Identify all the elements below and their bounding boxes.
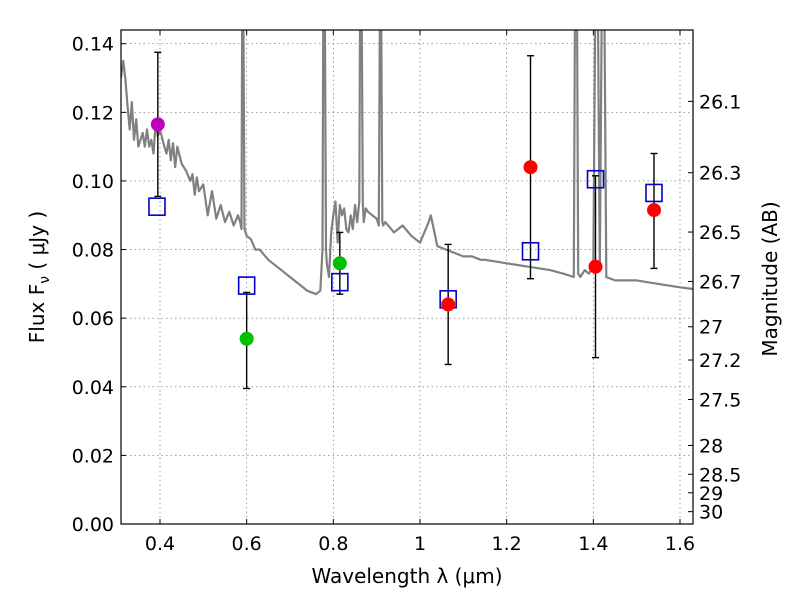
magnitude-tick-label: 27.2 <box>699 350 741 372</box>
spectrum-line <box>121 30 693 296</box>
y-tick-label: 0.12 <box>72 102 114 124</box>
observed-photometry-point <box>588 259 603 274</box>
x-tick-label: 0.4 <box>145 533 175 555</box>
x-tick-label: 1.2 <box>492 533 522 555</box>
y-axis-label: Flux Fν ( μJy ) <box>25 211 53 343</box>
y-tick-label: 0.14 <box>72 34 114 56</box>
model-photometry-square <box>148 197 166 216</box>
x-axis-label: Wavelength λ (μm) <box>311 564 502 588</box>
x-tick-label: 1 <box>414 533 426 555</box>
y-tick-label: 0.00 <box>72 514 114 536</box>
plot-frame <box>120 29 694 525</box>
magnitude-tick-label: 28.5 <box>699 464 741 486</box>
y-axis-label-unit: ( μJy ) <box>25 211 49 276</box>
x-tick-label: 1.4 <box>578 533 608 555</box>
magnitude-tick-label: 26.5 <box>699 222 741 244</box>
model-photometry-square <box>237 276 256 295</box>
x-tick-label: 0.6 <box>232 533 262 555</box>
y-tick-label: 0.10 <box>72 171 114 193</box>
magnitude-tick-label: 26.7 <box>699 271 741 293</box>
y-axis-label-main: Flux F <box>25 284 49 343</box>
observed-photometry-point <box>332 256 347 271</box>
observed-photometry-markers <box>150 117 661 346</box>
magnitude-tick-label: 27.5 <box>699 389 741 411</box>
observed-photometry-point <box>647 203 661 218</box>
magnitude-tick-label: 26.1 <box>699 91 741 113</box>
x-tick-label: 0.8 <box>318 533 348 555</box>
magnitude-tick-label: 27 <box>699 317 723 339</box>
observed-photometry-point <box>523 160 538 175</box>
observed-photometry-point <box>441 297 456 312</box>
magnitude-tick-label: 29 <box>699 483 723 505</box>
magnitude-tick-label: 28 <box>699 435 723 457</box>
magnitude-axis-label: Magnitude (AB) <box>758 201 782 356</box>
y-tick-label: 0.04 <box>72 377 114 399</box>
model-photometry-square <box>331 272 349 292</box>
magnitude-tick-label: 30 <box>699 502 723 524</box>
model-photometry-markers <box>148 169 663 309</box>
x-axis-ticks: 0.4 0.6 0.8 1 1.2 1.4 1.6 <box>145 30 695 555</box>
x-tick-label: 1.6 <box>665 533 695 555</box>
y-tick-label: 0.02 <box>72 445 114 467</box>
model-photometry-square <box>521 241 540 261</box>
y-tick-label: 0.06 <box>72 308 114 330</box>
model-photometry-square <box>586 169 605 189</box>
spectrum-layer <box>121 30 693 296</box>
model-photometry-square <box>645 183 663 203</box>
observed-photometry-point <box>150 117 165 132</box>
y-tick-label: 0.08 <box>72 240 114 262</box>
observed-photometry-point <box>239 331 254 346</box>
magnitude-tick-label: 26.3 <box>699 163 741 185</box>
y-axis-ticks: 0.00 0.02 0.04 0.06 0.08 0.10 0.12 0.14 <box>72 34 126 536</box>
y-axis-label-subscript: ν <box>37 276 53 284</box>
